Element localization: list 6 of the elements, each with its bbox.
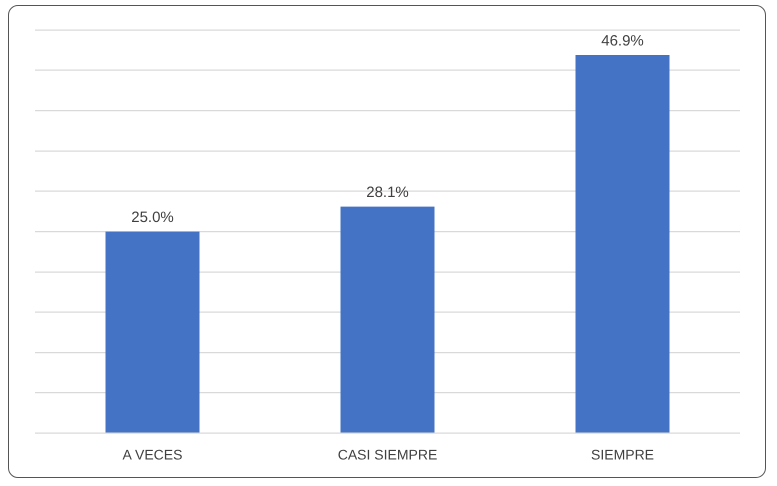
- x-tick-label: CASI SIEMPRE: [338, 446, 438, 462]
- x-tick-label: A VECES: [122, 446, 182, 462]
- data-label: 46.9%: [601, 32, 644, 50]
- data-label: 28.1%: [366, 184, 409, 202]
- x-tick-label: SIEMPRE: [590, 446, 654, 462]
- data-label: 25.0%: [131, 209, 174, 226]
